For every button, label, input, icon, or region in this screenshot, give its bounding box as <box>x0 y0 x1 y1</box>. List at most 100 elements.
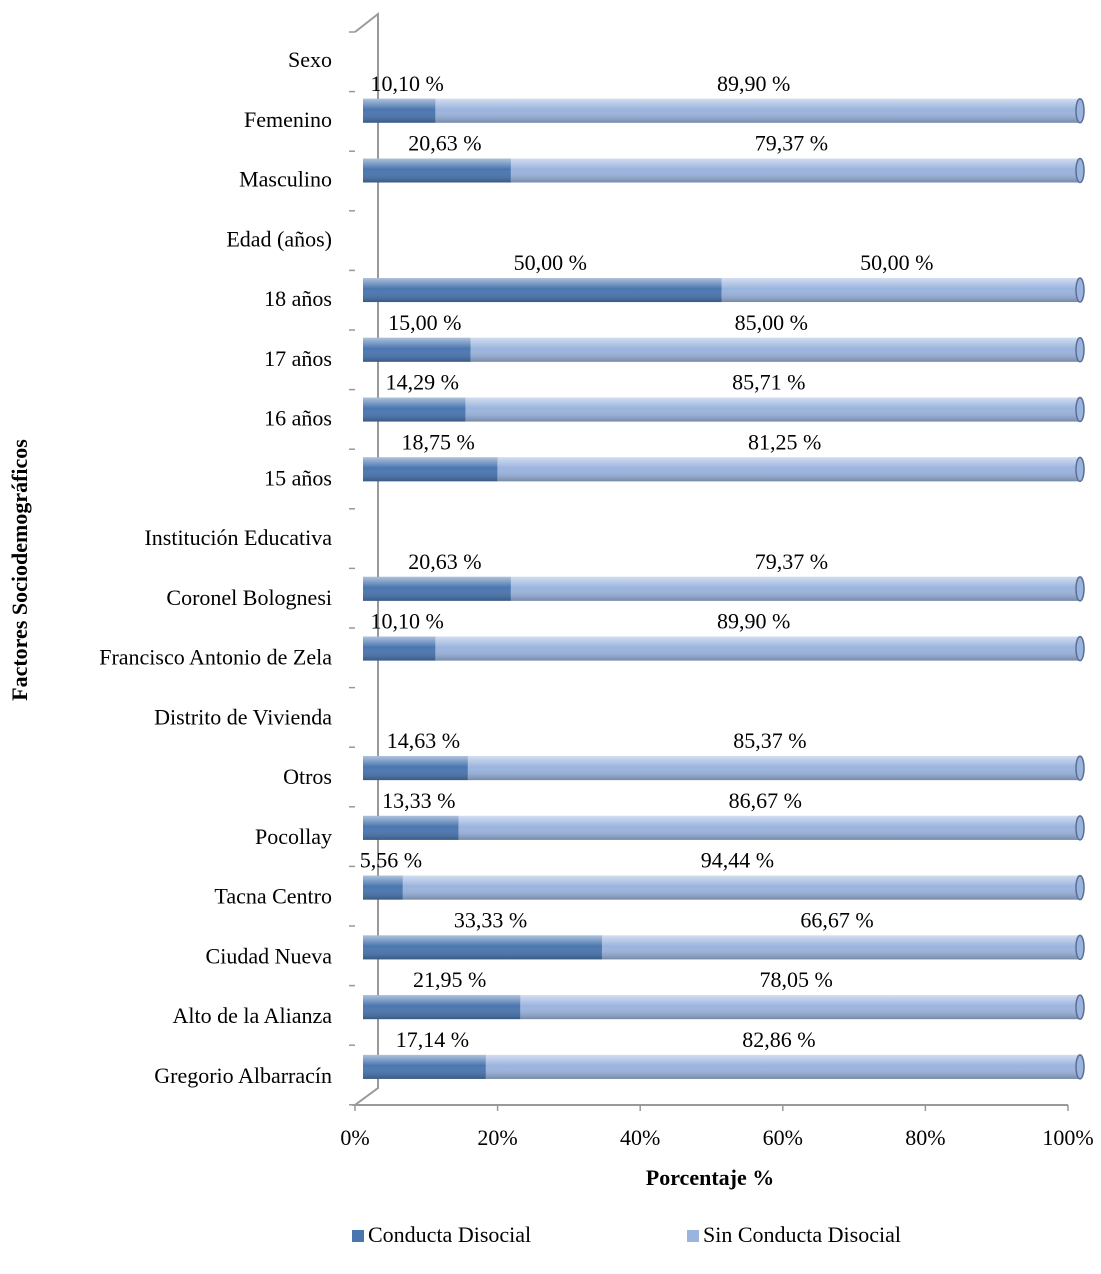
y-tick-label: 15 años <box>264 465 332 490</box>
data-label: 5,56 % <box>360 848 422 873</box>
bar-shade <box>363 1054 486 1079</box>
legend-label: Conducta Disocial <box>368 1222 531 1247</box>
x-tick-label: 60% <box>763 1125 803 1150</box>
bar-shade <box>363 397 466 422</box>
data-label: 78,05 % <box>760 967 833 992</box>
bar-shade <box>363 995 521 1020</box>
data-label: 94,44 % <box>701 848 774 873</box>
bar-shade <box>510 576 1080 601</box>
data-label: 33,33 % <box>454 907 527 932</box>
data-label: 66,67 % <box>800 907 873 932</box>
y-tick-label: Pocollay <box>255 824 332 849</box>
y-tick-label: Sexo <box>288 47 332 72</box>
data-label: 20,63 % <box>408 549 481 574</box>
y-tick-label: Institución Educativa <box>144 525 332 550</box>
y-tick-label: Francisco Antonio de Zela <box>99 645 332 670</box>
bar-shade <box>363 576 511 601</box>
y-tick-label: Gregorio Albarracín <box>154 1063 332 1088</box>
data-label: 50,00 % <box>514 250 587 275</box>
data-label: 13,33 % <box>382 788 455 813</box>
x-tick-label: 80% <box>905 1125 945 1150</box>
bar-shade <box>402 875 1080 900</box>
bar-shade <box>363 935 602 960</box>
x-axis-title: Porcentaje % <box>646 1165 775 1190</box>
bar-shade <box>601 935 1080 960</box>
data-label: 15,00 % <box>388 310 461 335</box>
bar-cap <box>1075 98 1085 124</box>
y-tick-label: Distrito de Vivienda <box>154 704 332 729</box>
bar-cap <box>1075 874 1085 901</box>
data-label: 10,10 % <box>371 609 444 634</box>
bar-cap <box>1075 277 1085 303</box>
data-label: 21,95 % <box>413 967 486 992</box>
x-tick-label: 20% <box>477 1125 517 1150</box>
bar-shade <box>363 158 511 183</box>
x-tick-label: 40% <box>620 1125 660 1150</box>
bar-shade <box>363 98 436 123</box>
legend-swatch <box>687 1230 699 1242</box>
data-label: 82,86 % <box>742 1027 815 1052</box>
data-label: 18,75 % <box>402 429 475 454</box>
legend-swatch <box>352 1230 364 1242</box>
bar-cap <box>1075 755 1085 781</box>
y-tick-label: Coronel Bolognesi <box>166 585 332 610</box>
bar-shade <box>458 815 1080 840</box>
y-tick-label: Otros <box>283 764 332 789</box>
bar-shade <box>520 995 1080 1020</box>
y-tick-label: 17 años <box>264 346 332 371</box>
data-label: 17,14 % <box>396 1027 469 1052</box>
bar-cap <box>1075 456 1085 483</box>
bar-shade <box>470 337 1080 362</box>
bar-shade <box>497 457 1080 482</box>
y-axis-title: Factores Sociodemográficos <box>7 439 32 701</box>
data-label: 14,29 % <box>386 370 459 395</box>
bar-cap <box>1075 934 1085 961</box>
bar-shade <box>435 636 1080 661</box>
bar-shade <box>363 875 403 900</box>
data-label: 85,37 % <box>733 728 806 753</box>
data-label: 86,67 % <box>729 788 802 813</box>
y-tick-label: 18 años <box>264 286 332 311</box>
bar-shade <box>467 756 1080 781</box>
data-label: 85,00 % <box>735 310 808 335</box>
data-label: 89,90 % <box>717 71 790 96</box>
bar-cap <box>1075 1054 1085 1080</box>
bar-cap <box>1075 815 1085 841</box>
data-label: 50,00 % <box>860 250 933 275</box>
y-tick-label: Tacna Centro <box>214 884 332 909</box>
bar-cap <box>1075 396 1085 423</box>
y-tick-label: Alto de la Alianza <box>173 1003 333 1028</box>
data-label: 10,10 % <box>371 71 444 96</box>
bar-shade <box>363 337 471 362</box>
bar-shade <box>363 636 436 661</box>
bar-cap <box>1075 994 1085 1020</box>
axis-frame <box>351 11 1068 1106</box>
legend-label: Sin Conducta Disocial <box>703 1222 901 1247</box>
data-label: 14,63 % <box>387 728 460 753</box>
y-tick-label: Edad (años) <box>226 226 332 251</box>
y-tick-label: 16 años <box>264 406 332 431</box>
bar-shade <box>435 98 1080 123</box>
bar-cap <box>1075 337 1085 363</box>
bar-shade <box>363 815 459 840</box>
data-label: 85,71 % <box>732 370 805 395</box>
bar-cap <box>1075 576 1085 602</box>
y-tick-label: Femenino <box>244 107 332 132</box>
bar-shade <box>363 756 468 781</box>
data-label: 20,63 % <box>408 131 481 156</box>
bar-cap <box>1075 635 1085 662</box>
data-label: 89,90 % <box>717 609 790 634</box>
data-label: 79,37 % <box>755 549 828 574</box>
bar-shade <box>465 397 1080 422</box>
x-tick-label: 100% <box>1042 1125 1093 1150</box>
y-tick-label: Ciudad Nueva <box>206 943 333 968</box>
bar-shade <box>363 457 498 482</box>
y-tick-label: Masculino <box>239 167 332 192</box>
data-label: 81,25 % <box>748 429 821 454</box>
bar-shade <box>363 278 722 303</box>
bar-shade <box>485 1054 1080 1079</box>
data-label: 79,37 % <box>755 131 828 156</box>
bar-shade <box>721 278 1080 303</box>
bar-shade <box>510 158 1080 183</box>
